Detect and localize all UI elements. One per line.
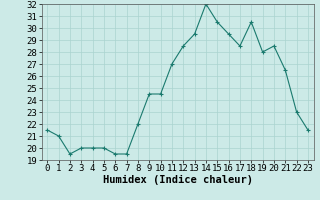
X-axis label: Humidex (Indice chaleur): Humidex (Indice chaleur) [103, 175, 252, 185]
